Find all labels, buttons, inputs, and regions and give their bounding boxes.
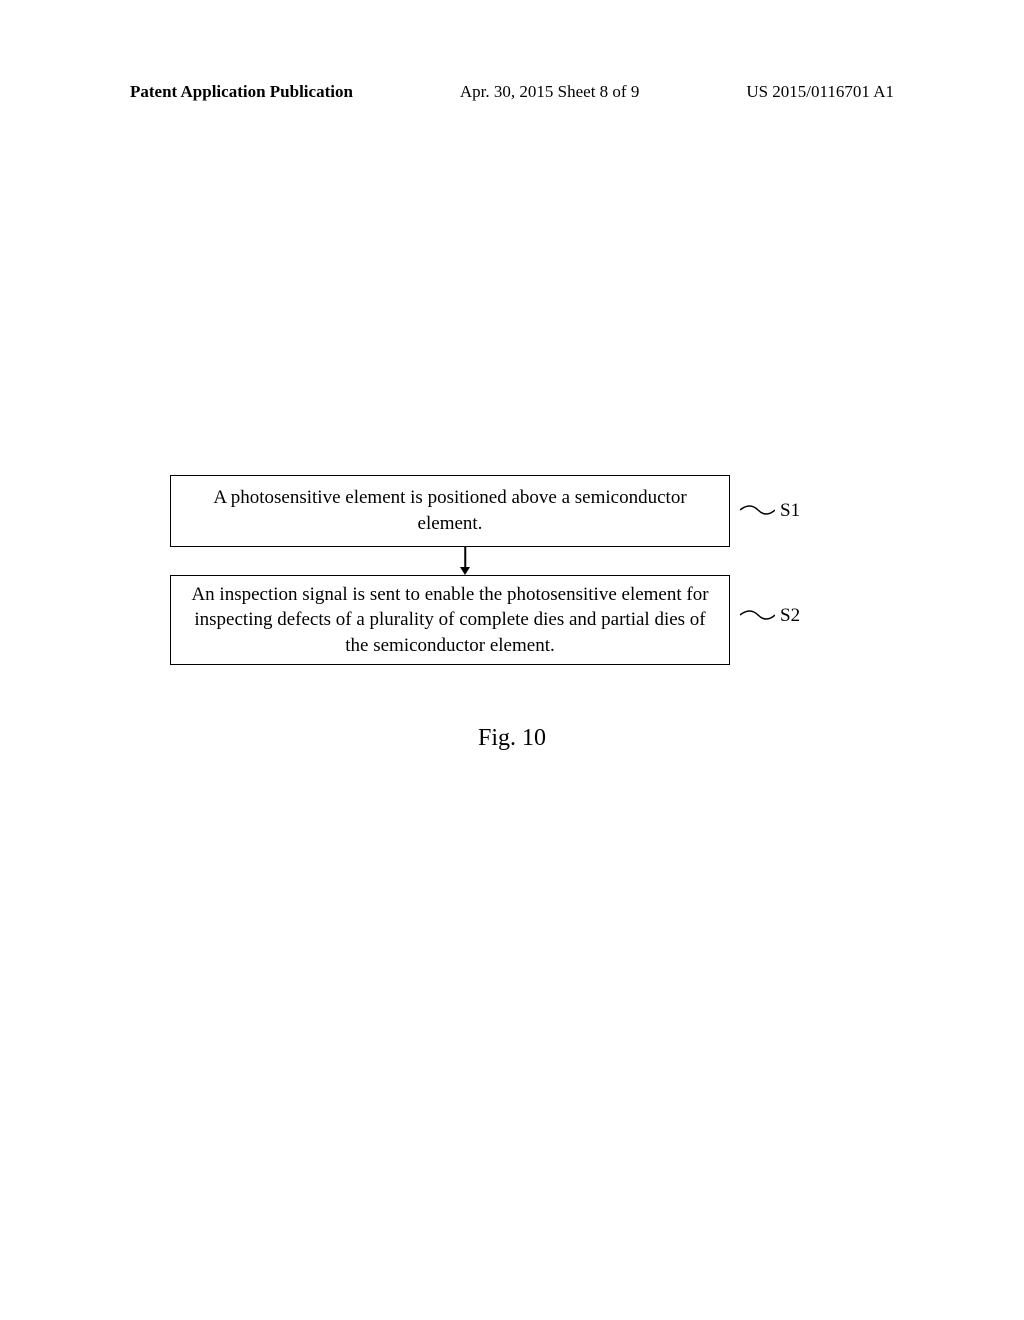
- flowchart-label-s2: S2: [780, 605, 800, 627]
- header-date-sheet: Apr. 30, 2015 Sheet 8 of 9: [460, 82, 639, 102]
- header-publication-type: Patent Application Publication: [130, 82, 353, 102]
- header-publication-number: US 2015/0116701 A1: [746, 82, 894, 102]
- flowchart-label-s1: S1: [780, 500, 800, 522]
- figure-caption: Fig. 10: [0, 725, 1024, 752]
- flowchart-node-s2-text: An inspection signal is sent to enable t…: [191, 582, 709, 659]
- flowchart-diagram: A photosensitive element is positioned a…: [170, 475, 760, 665]
- flowchart-node-s2: An inspection signal is sent to enable t…: [170, 575, 730, 665]
- flowchart-arrow-head: [460, 567, 470, 575]
- label-connector-s1: [740, 500, 775, 520]
- flowchart-node-s1: A photosensitive element is positioned a…: [170, 475, 730, 547]
- flowchart-arrow-line: [464, 547, 466, 569]
- label-connector-s2: [740, 605, 775, 625]
- flowchart-node-s1-text: A photosensitive element is positioned a…: [191, 485, 709, 536]
